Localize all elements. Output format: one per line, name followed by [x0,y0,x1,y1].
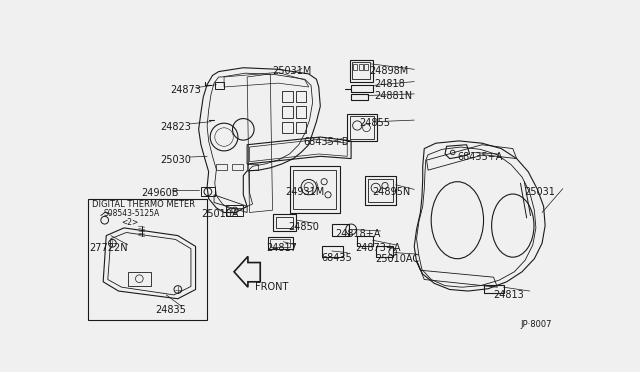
Text: 24823: 24823 [160,122,191,132]
Bar [282,122,292,133]
Text: <2>: <2> [122,218,139,227]
Text: JP·8007: JP·8007 [520,320,552,329]
Text: 24817: 24817 [266,243,297,253]
Bar [365,176,396,205]
Bar [351,85,372,92]
Text: 24873: 24873 [170,85,201,95]
Bar [282,91,292,102]
Bar [357,235,372,246]
Text: 24895N: 24895N [372,187,411,197]
Text: 25031M: 25031M [273,66,312,76]
Bar [201,187,215,196]
Text: 25031: 25031 [524,187,556,197]
Bar [247,164,258,170]
Bar [215,81,224,89]
Text: 24873+A: 24873+A [356,243,401,253]
Text: S08543-5125A: S08543-5125A [103,209,159,218]
Text: 68435+A: 68435+A [458,153,503,163]
Bar [276,217,292,228]
Bar [376,246,393,257]
Bar [322,246,344,257]
Bar [296,106,307,118]
Text: 24818: 24818 [374,78,405,89]
Bar [348,114,376,141]
Bar [282,106,292,118]
Text: 24855: 24855 [359,118,390,128]
Text: 24813: 24813 [493,289,524,299]
Bar [227,205,243,216]
Bar [289,166,340,212]
Bar [273,214,296,231]
Text: 68435+B: 68435+B [303,137,349,147]
Text: 24818+A: 24818+A [336,230,381,240]
Text: FRONT: FRONT [255,282,288,292]
Bar [232,164,243,170]
Bar [364,64,368,70]
Bar [293,170,336,209]
Text: 24835: 24835 [155,305,186,315]
Text: 25030: 25030 [160,155,191,165]
Text: 27722N: 27722N [90,243,128,253]
Text: 68435: 68435 [322,253,353,263]
Bar [349,60,372,81]
Text: 24898M: 24898M [369,66,408,76]
Bar [296,91,307,102]
Bar [484,285,504,293]
Bar [270,240,291,247]
Text: 24931M: 24931M [285,187,325,197]
Text: 24960B: 24960B [141,188,179,198]
Bar [216,164,227,170]
Bar [128,272,151,286]
Bar [88,199,207,320]
Bar [352,62,371,79]
Text: DIGITAL THERMO METER: DIGITAL THERMO METER [92,200,195,209]
Bar [368,179,393,202]
Text: 24850: 24850 [288,222,319,232]
Bar [359,64,363,70]
Text: 24881N: 24881N [374,91,412,101]
Bar [349,116,374,139]
Bar [353,64,357,70]
Bar [351,94,368,100]
Bar [268,237,292,250]
Text: 25010A: 25010A [201,209,239,219]
Bar [332,224,349,235]
Text: 25010AC: 25010AC [376,254,420,264]
Bar [296,122,307,133]
